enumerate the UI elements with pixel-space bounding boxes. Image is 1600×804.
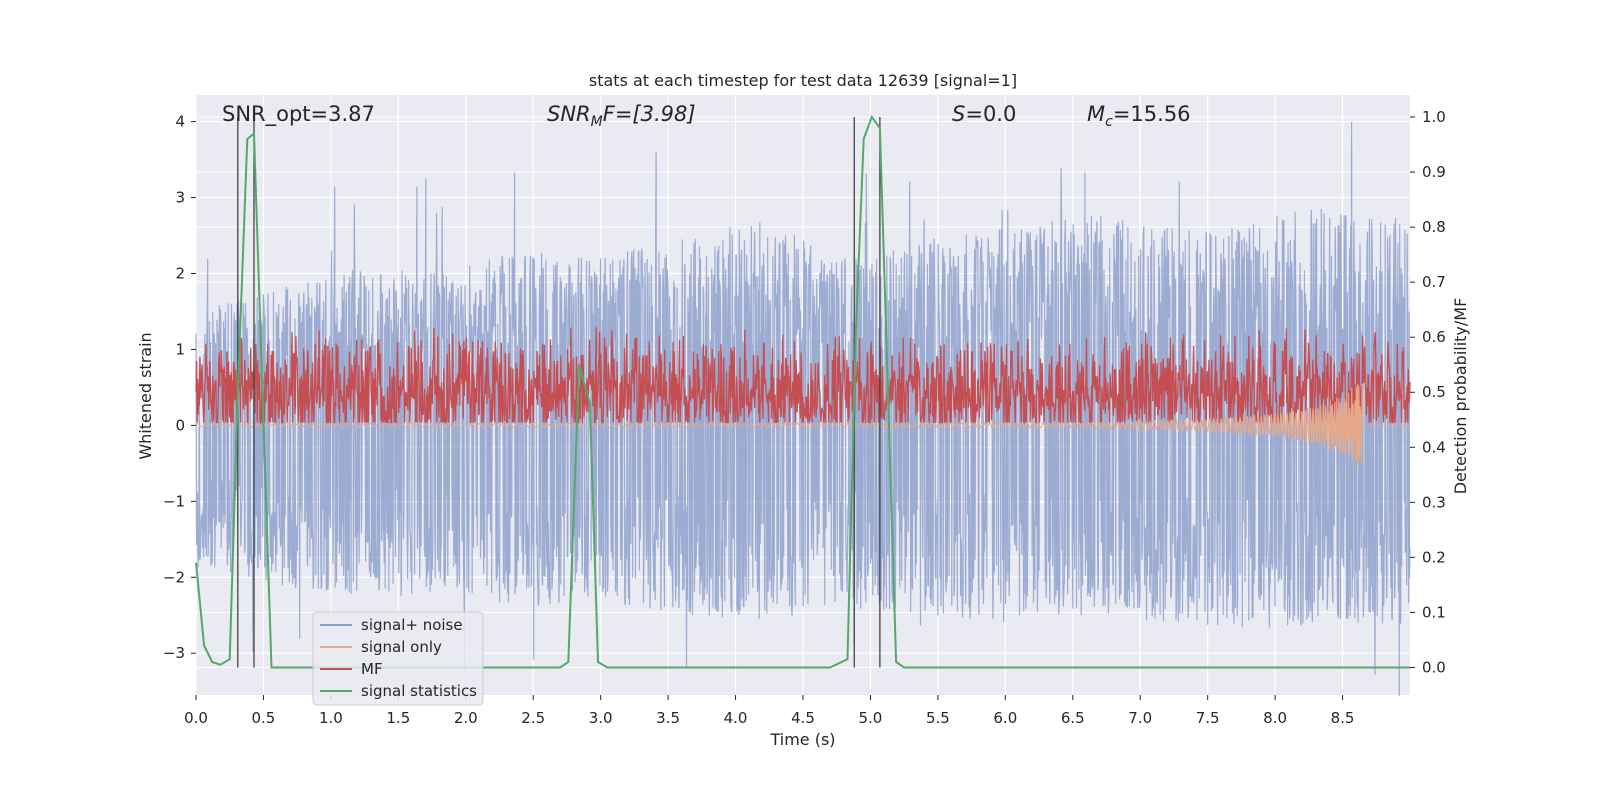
x-tick-label: 2.5 <box>521 709 545 727</box>
annotation-s-stat: S=0.0 <box>952 102 1016 126</box>
x-tick-label: 6.0 <box>993 709 1017 727</box>
legend-label-signal-noise: signal+ noise <box>361 616 463 634</box>
y-tick-label: 3 <box>175 189 185 207</box>
y2-tick-label: 0.3 <box>1422 493 1446 511</box>
y2-tick-label: 0.4 <box>1422 438 1446 456</box>
legend: signal+ noise signal only MF signal stat… <box>312 611 484 706</box>
x-tick-label: 1.0 <box>319 709 343 727</box>
x-tick-label: 5.5 <box>926 709 950 727</box>
x-tick-label: 1.5 <box>386 709 410 727</box>
y-tick-label: 4 <box>175 113 185 131</box>
x-tick-label: 0.0 <box>184 709 208 727</box>
y-tick-label: −2 <box>163 568 185 586</box>
annotation-snr-opt: SNR_opt=3.87 <box>222 102 375 127</box>
series-signal-noise <box>195 121 1411 697</box>
x-tick-label: 6.5 <box>1061 709 1085 727</box>
y2-tick-label: 0.2 <box>1422 548 1446 566</box>
y2-tick-label: 0.9 <box>1422 163 1446 181</box>
x-tick-label: 4.5 <box>791 709 815 727</box>
x-tick-label: 0.5 <box>252 709 276 727</box>
legend-box <box>312 611 484 706</box>
x-tick-label: 8.0 <box>1263 709 1287 727</box>
annotation-mc: Mc=15.56 <box>1087 102 1191 130</box>
x-tick-label: 8.5 <box>1331 709 1355 727</box>
x-tick-label: 3.5 <box>656 709 680 727</box>
series-signal-statistics <box>195 114 1410 669</box>
y2-tick-label: 0.8 <box>1422 218 1446 236</box>
y-tick-label: −1 <box>163 492 185 510</box>
y2-axis-label: Detection probability/MF <box>1451 298 1470 495</box>
legend-label-mf: MF <box>361 660 383 678</box>
x-tick-label: 2.0 <box>454 709 478 727</box>
series-signal-only <box>195 383 1364 467</box>
x-tick-label: 4.0 <box>724 709 748 727</box>
y-tick-label: 0 <box>175 416 185 434</box>
chart-title: stats at each timestep for test data 126… <box>589 71 1017 90</box>
y-tick-label: 2 <box>175 264 185 282</box>
x-tick-label: 7.5 <box>1196 709 1220 727</box>
axes: 0.0 0.5 1.0 1.5 2.0 2.5 3.0 3.5 4.0 4.5 5.0 5.5 6.0 6… <box>163 108 1446 727</box>
y2-tick-label: 0.5 <box>1422 383 1446 401</box>
y2-tick-label: 0.7 <box>1422 273 1446 291</box>
x-tick-label: 7.0 <box>1128 709 1152 727</box>
x-tick-label: 3.0 <box>589 709 613 727</box>
plot-content <box>195 114 1411 697</box>
annotation-snr-mf: SNRMF=[3.98] <box>547 102 696 130</box>
x-axis-label: Time (s) <box>769 730 835 749</box>
series-mf <box>195 327 1411 425</box>
y2-tick-label: 1.0 <box>1422 108 1446 126</box>
y-tick-label: −3 <box>163 644 185 662</box>
y2-tick-label: 0.1 <box>1422 603 1446 621</box>
x-tick-label: 5.0 <box>859 709 883 727</box>
y2-tick-label: 0.6 <box>1422 328 1446 346</box>
y-axis-label: Whitened strain <box>136 332 155 459</box>
y-tick-label: 1 <box>175 340 185 358</box>
legend-label-signal-only: signal only <box>361 638 442 656</box>
legend-label-signal-statistics: signal statistics <box>361 682 477 700</box>
y2-tick-label: 0.0 <box>1422 658 1446 676</box>
